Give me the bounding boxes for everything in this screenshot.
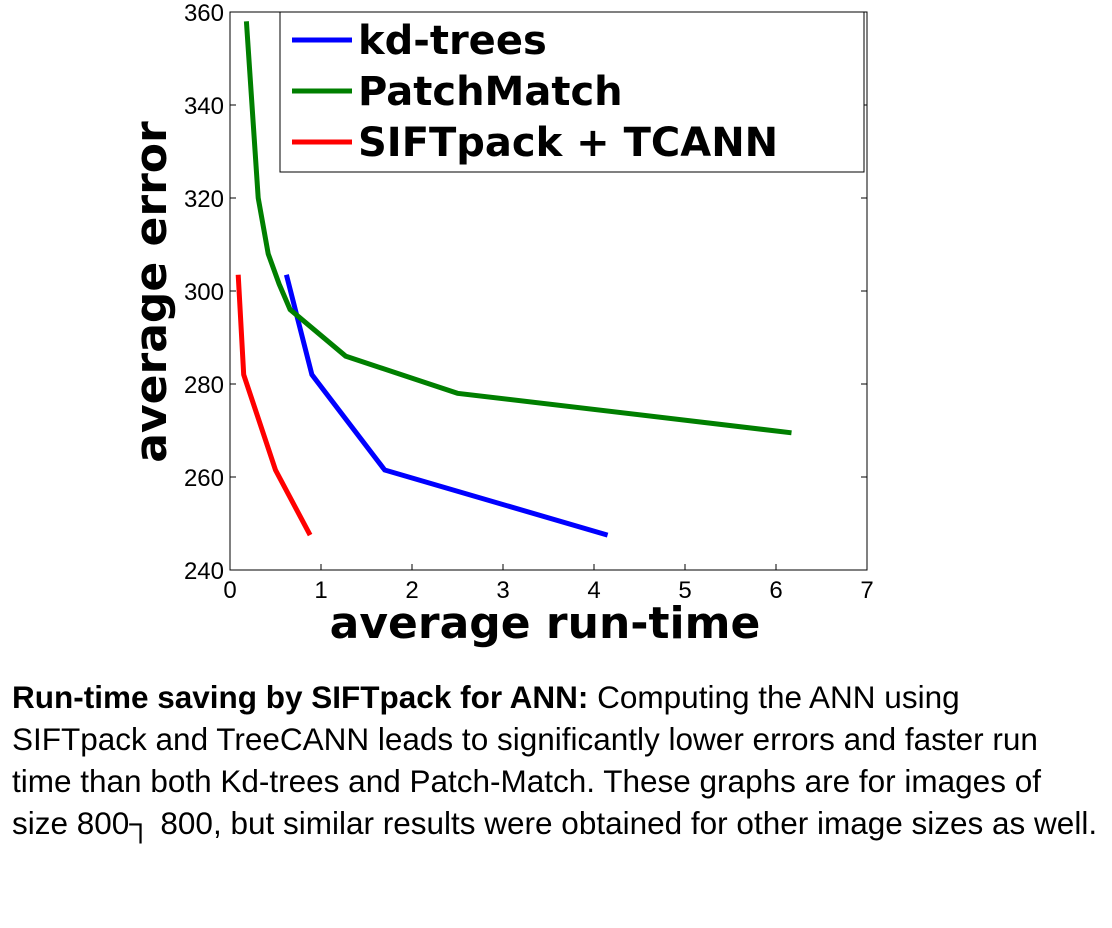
x-tick-label-5: 5 <box>678 577 691 604</box>
x-tick-label-0: 0 <box>223 577 236 604</box>
x-axis-label: average run-time <box>330 598 761 649</box>
y-tick-label-1: 260 <box>184 465 224 492</box>
x-tick-label-1: 1 <box>314 577 327 604</box>
series-line-patchmatch <box>243 21 792 436</box>
x-tick-label-6: 6 <box>769 577 782 604</box>
x-tick-label-3: 3 <box>496 577 509 604</box>
series-line-siftpack-tcann <box>235 274 313 537</box>
figure-caption: Run-time saving by SIFTpack for ANN: Com… <box>12 676 1100 844</box>
y-tick-label-6: 360 <box>184 0 224 27</box>
y-tick-label-3: 300 <box>184 279 224 306</box>
x-tick-label-7: 7 <box>860 577 873 604</box>
y-axis-label: average error <box>126 121 177 463</box>
y-tick-label-2: 280 <box>184 372 224 399</box>
caption-text: Computing the ANN using SIFTpack and Tre… <box>12 679 1098 841</box>
legend-box <box>279 11 865 173</box>
line-chart: 0 1 2 3 4 5 6 7 240 260 280 300 320 340 360 average ru… <box>126 0 874 649</box>
y-tick-label-4: 320 <box>184 186 224 213</box>
series-lines <box>235 21 792 538</box>
legend: kd-trees PatchMatch SIFTpack + TCANN <box>279 11 865 173</box>
x-tick-label-2: 2 <box>405 577 418 604</box>
y-tick-label-0: 240 <box>184 558 224 585</box>
x-tick-label-4: 4 <box>587 577 600 604</box>
series-line-kd-trees <box>283 274 609 538</box>
legend-label-1: PatchMatch <box>358 69 623 115</box>
y-tick-label-5: 340 <box>184 93 224 120</box>
caption-title: Run-time saving by SIFTpack for ANN: <box>12 679 589 715</box>
axis-tick-labels: 0 1 2 3 4 5 6 7 240 260 280 300 320 340 360 <box>184 0 874 604</box>
legend-label-2: SIFTpack + TCANN <box>358 120 778 166</box>
legend-label-0: kd-trees <box>358 18 547 64</box>
